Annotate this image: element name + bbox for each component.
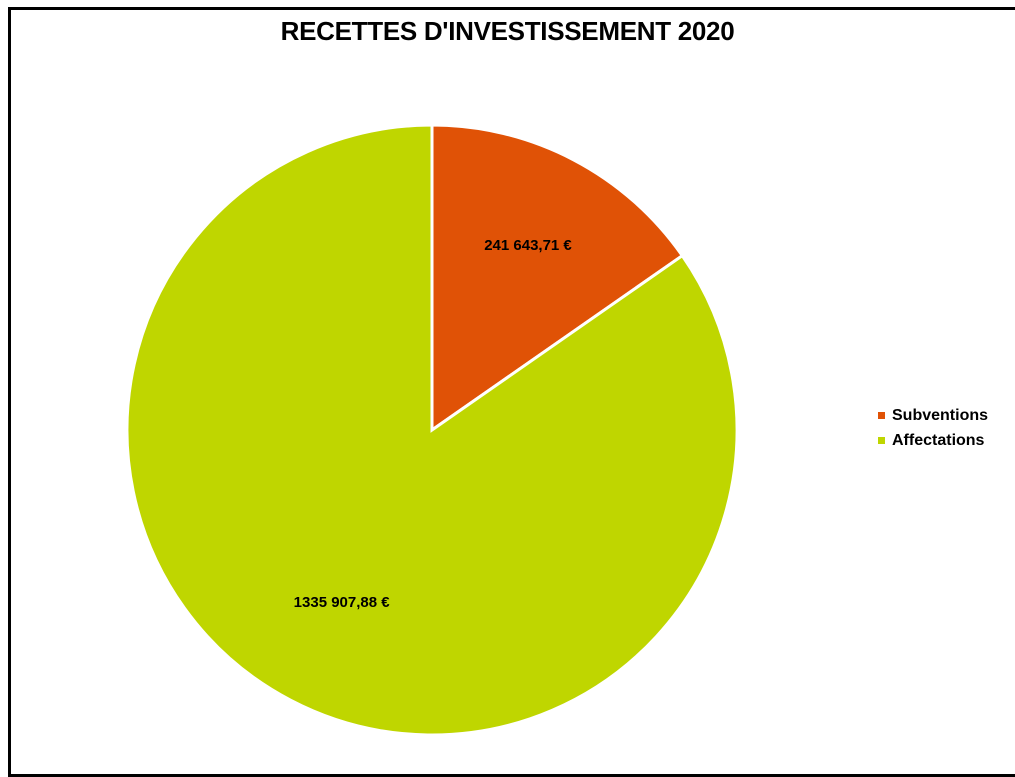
pie-slice-subventions [430,123,685,433]
legend-item-affectations: Affectations [878,428,988,453]
data-label-subventions: 241 643,71 € [484,237,572,254]
legend-item-subventions: Subventions [878,403,988,428]
chart-title: RECETTES D'INVESTISSEMENT 2020 [280,16,735,46]
data-label-affectations: 1335 907,88 € [294,594,391,611]
legend-label-affectations: Affectations [892,431,985,449]
legend-swatch-subventions [878,412,885,419]
legend-swatch-affectations [878,437,885,444]
pie-slice-affectations [125,123,739,737]
legend: Subventions Affectations [878,403,988,453]
legend-label-subventions: Subventions [892,406,989,424]
